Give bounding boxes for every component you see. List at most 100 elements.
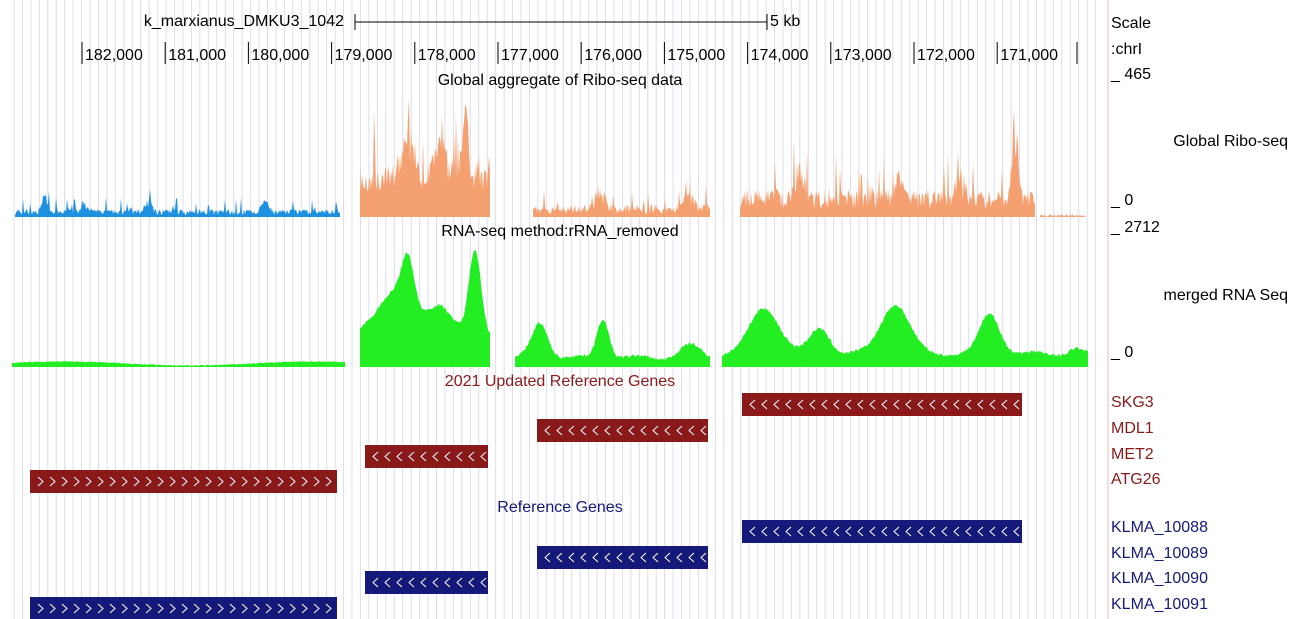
strand-chevron: [277, 476, 284, 487]
scale-label: k_marxianus_DMKU3_1042: [144, 13, 344, 30]
strand-chevron: [73, 603, 80, 614]
strand-chevron: [468, 577, 475, 588]
strand-chevron: [664, 425, 671, 436]
strand-chevron: [408, 577, 415, 588]
coverage: [722, 304, 1088, 367]
strand-chevron: [881, 526, 888, 537]
strand-chevron: [61, 476, 68, 487]
strand-chevron: [97, 603, 104, 614]
strand-chevron: [893, 526, 900, 537]
strand-chevron: [229, 603, 236, 614]
track-max: _ 465: [1110, 66, 1151, 83]
gene-block: [537, 419, 708, 442]
strand-chevron: [592, 552, 599, 563]
strand-chevron: [773, 526, 780, 537]
strand-chevron: [905, 526, 912, 537]
strand-chevron: [1001, 526, 1008, 537]
strand-chevron: [953, 526, 960, 537]
track-title: Global aggregate of Ribo-seq data: [438, 72, 683, 89]
coordinate-label: 171,000: [1000, 47, 1058, 64]
gene-block: [30, 470, 337, 493]
track-min: _ 0: [1110, 192, 1133, 209]
strand-chevron: [109, 603, 116, 614]
strand-chevron: [372, 451, 379, 462]
strand-chevron: [109, 476, 116, 487]
strand-chevron: [157, 603, 164, 614]
coordinate-label: 172,000: [917, 47, 975, 64]
strand-chevron: [145, 603, 152, 614]
strand-chevron: [640, 425, 647, 436]
coordinate-label: 175,000: [667, 47, 725, 64]
strand-chevron: [325, 476, 332, 487]
strand-chevron: [544, 552, 551, 563]
coordinate-label: 173,000: [834, 47, 892, 64]
strand-chevron: [893, 399, 900, 410]
gene-block: [30, 597, 337, 619]
strand-chevron: [652, 552, 659, 563]
strand-chevron: [408, 451, 415, 462]
strand-chevron: [989, 399, 996, 410]
coordinate-label: 176,000: [584, 47, 642, 64]
strand-chevron: [773, 399, 780, 410]
strand-chevron: [568, 552, 575, 563]
strand-chevron: [480, 451, 487, 462]
track-max: _ 2712: [1110, 219, 1160, 236]
strand-chevron: [640, 552, 647, 563]
strand-chevron: [193, 603, 200, 614]
strand-chevron: [833, 526, 840, 537]
strand-chevron: [444, 451, 451, 462]
strand-chevron: [121, 603, 128, 614]
strand-chevron: [676, 425, 683, 436]
strand-chevron: [845, 526, 852, 537]
strand-chevron: [241, 476, 248, 487]
strand-chevron: [616, 425, 623, 436]
strand-chevron: [384, 451, 391, 462]
coordinate-label: 181,000: [168, 47, 226, 64]
strand-chevron: [785, 526, 792, 537]
gene-label: MET2: [1111, 446, 1154, 463]
strand-chevron: [592, 425, 599, 436]
strand-chevron: [544, 425, 551, 436]
strand-chevron: [845, 399, 852, 410]
strand-chevron: [444, 577, 451, 588]
strand-chevron: [169, 603, 176, 614]
coverage: [12, 361, 345, 367]
strand-chevron: [217, 603, 224, 614]
strand-chevron: [1013, 526, 1020, 537]
strand-chevron: [700, 552, 707, 563]
coordinate-label: 179,000: [335, 47, 393, 64]
coverage: [740, 109, 1035, 217]
strand-chevron: [37, 603, 44, 614]
strand-chevron: [809, 399, 816, 410]
strand-chevron: [133, 603, 140, 614]
strand-chevron: [217, 476, 224, 487]
coverage: [360, 250, 490, 367]
strand-chevron: [432, 451, 439, 462]
strand-chevron: [917, 526, 924, 537]
strand-chevron: [253, 603, 260, 614]
gene-label: MDL1: [1111, 420, 1154, 437]
strand-chevron: [384, 577, 391, 588]
strand-chevron: [181, 476, 188, 487]
strand-chevron: [881, 399, 888, 410]
strand-chevron: [241, 603, 248, 614]
strand-chevron: [396, 451, 403, 462]
strand-chevron: [480, 577, 487, 588]
strand-chevron: [869, 526, 876, 537]
strand-chevron: [965, 399, 972, 410]
strand-chevron: [85, 603, 92, 614]
strand-chevron: [372, 577, 379, 588]
strand-chevron: [61, 603, 68, 614]
track-label: Global Ribo-seq: [1173, 133, 1288, 150]
coverage: [15, 189, 340, 217]
strand-chevron: [821, 399, 828, 410]
strand-chevron: [664, 552, 671, 563]
gene-label: SKG3: [1111, 394, 1154, 411]
strand-chevron: [169, 476, 176, 487]
strand-chevron: [833, 399, 840, 410]
strand-chevron: [761, 399, 768, 410]
strand-chevron: [325, 603, 332, 614]
strand-chevron: [749, 526, 756, 537]
strand-chevron: [688, 552, 695, 563]
